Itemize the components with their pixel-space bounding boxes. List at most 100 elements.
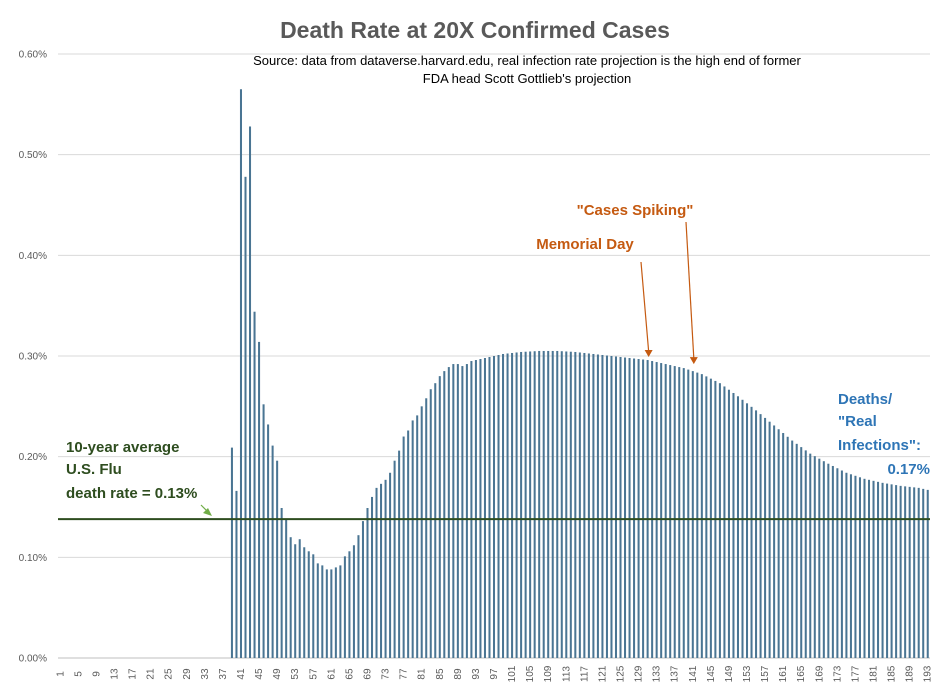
bar bbox=[858, 477, 861, 658]
bar bbox=[262, 404, 265, 658]
real-infections-line-2: "Real bbox=[838, 413, 877, 430]
bar bbox=[316, 563, 319, 658]
x-tick-label: 129 bbox=[634, 665, 645, 682]
bar bbox=[813, 456, 816, 658]
bar bbox=[416, 415, 419, 658]
bar bbox=[380, 483, 383, 658]
real-infections-line-4: 0.17% bbox=[887, 461, 930, 478]
x-tick-label: 189 bbox=[905, 665, 916, 682]
x-tick-label: 57 bbox=[308, 668, 319, 680]
bar bbox=[334, 567, 337, 658]
bar bbox=[886, 483, 889, 658]
bar bbox=[610, 356, 613, 658]
y-axis-ticks: 0.00% 0.10% 0.20% 0.30% 0.40% 0.50% 0.60% bbox=[19, 50, 47, 665]
flu-label-line-3: death rate = 0.13% bbox=[66, 485, 197, 502]
x-tick-label: 21 bbox=[146, 668, 157, 680]
real-infections-line-3: Infections": bbox=[838, 437, 921, 454]
bar bbox=[551, 350, 554, 658]
bar bbox=[764, 417, 767, 658]
y-tick-label: 0.00% bbox=[19, 654, 47, 665]
bar bbox=[239, 89, 243, 658]
bar bbox=[434, 383, 437, 658]
bar bbox=[330, 569, 333, 658]
bar bbox=[863, 478, 866, 658]
bar bbox=[596, 354, 599, 658]
bar bbox=[325, 569, 328, 658]
bar bbox=[289, 537, 292, 658]
x-tick-label: 33 bbox=[200, 668, 211, 680]
bar bbox=[447, 367, 450, 658]
bar bbox=[253, 311, 256, 658]
bar bbox=[831, 465, 834, 658]
bar bbox=[800, 447, 803, 658]
bar bbox=[890, 484, 893, 658]
x-tick-label: 69 bbox=[362, 668, 373, 680]
x-tick-label: 85 bbox=[435, 668, 446, 680]
bar bbox=[917, 487, 920, 658]
bar bbox=[786, 436, 789, 658]
y-tick-label: 0.10% bbox=[19, 553, 47, 564]
bar bbox=[411, 420, 414, 658]
x-tick-label: 17 bbox=[128, 668, 139, 680]
bar bbox=[511, 352, 514, 658]
bar bbox=[312, 554, 315, 658]
bar bbox=[809, 453, 812, 658]
bar bbox=[569, 351, 572, 658]
bar bbox=[881, 482, 884, 658]
chart-title: Death Rate at 20X Confirmed Cases bbox=[280, 17, 670, 43]
x-tick-label: 141 bbox=[688, 665, 699, 682]
bar bbox=[398, 450, 401, 658]
bar bbox=[922, 488, 925, 658]
bar bbox=[768, 421, 771, 658]
x-tick-label: 13 bbox=[109, 668, 120, 680]
bar bbox=[339, 565, 342, 658]
bar bbox=[687, 369, 690, 658]
memorial-day-label: Memorial Day bbox=[536, 236, 634, 253]
bar bbox=[651, 361, 654, 658]
x-tick-label: 89 bbox=[453, 668, 464, 680]
bar bbox=[908, 486, 911, 658]
real-infections-line-1: Deaths/ bbox=[838, 391, 893, 408]
bar bbox=[497, 354, 500, 658]
bar bbox=[904, 486, 907, 658]
bar bbox=[321, 565, 324, 658]
bar bbox=[443, 371, 446, 658]
bar bbox=[574, 351, 577, 658]
x-tick-label: 157 bbox=[760, 665, 771, 682]
x-tick-label: 53 bbox=[290, 668, 301, 680]
bar bbox=[483, 358, 486, 658]
x-tick-label: 113 bbox=[561, 666, 572, 682]
bar bbox=[605, 355, 608, 658]
bar bbox=[578, 352, 581, 658]
bar bbox=[425, 398, 428, 658]
bar bbox=[533, 351, 536, 658]
x-tick-label: 25 bbox=[164, 668, 175, 680]
x-tick-label: 97 bbox=[489, 668, 500, 680]
bar bbox=[348, 551, 351, 658]
bar bbox=[461, 366, 464, 658]
bar bbox=[628, 358, 631, 658]
cases-spiking-label: "Cases Spiking" bbox=[577, 202, 694, 219]
bars bbox=[230, 89, 929, 659]
x-tick-label: 137 bbox=[670, 665, 681, 682]
x-tick-label: 37 bbox=[218, 668, 229, 680]
cases-spiking-arrow-shaft bbox=[685, 221, 695, 359]
x-tick-label: 65 bbox=[344, 668, 355, 680]
bar bbox=[836, 468, 839, 658]
bar bbox=[474, 360, 477, 658]
flu-label-line-2: U.S. Flu bbox=[66, 461, 122, 478]
x-tick-label: 193 bbox=[923, 665, 934, 682]
bar bbox=[755, 410, 758, 658]
bar bbox=[298, 539, 301, 658]
bar bbox=[429, 389, 432, 658]
bar bbox=[456, 364, 459, 658]
bar bbox=[438, 376, 441, 658]
bar bbox=[895, 485, 898, 658]
bar bbox=[849, 474, 852, 658]
bar bbox=[804, 450, 807, 658]
x-tick-label: 5 bbox=[73, 671, 84, 677]
bar bbox=[280, 508, 283, 658]
bar bbox=[822, 461, 825, 658]
x-tick-label: 1 bbox=[55, 671, 66, 677]
bar bbox=[465, 364, 468, 658]
